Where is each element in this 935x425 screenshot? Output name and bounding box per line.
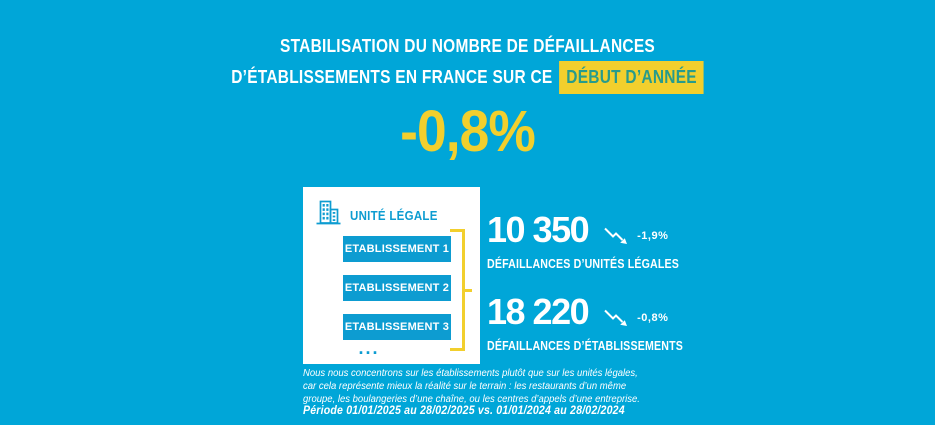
stat-value: 10 350 xyxy=(487,209,590,250)
trend-down-icon xyxy=(604,227,629,250)
stat-change: -1,9% xyxy=(637,230,669,242)
title-highlight: DÉBUT D’ANNÉE xyxy=(559,61,704,94)
stat-label: DÉFAILLANCES D’UNITÉS LÉGALES xyxy=(487,257,680,271)
group-bracket-tick xyxy=(462,288,472,292)
stat-value: 18 220 xyxy=(487,291,590,332)
stat-label: DÉFAILLANCES D’ÉTABLISSEMENTS xyxy=(487,339,684,353)
group-bracket xyxy=(450,229,472,351)
trend-down-icon xyxy=(604,309,629,332)
stat-row: 18 220 -0,8% xyxy=(487,294,718,330)
establishment-box-1: ETABLISSEMENT 1 xyxy=(343,236,451,262)
establishment-box-2: ETABLISSEMENT 2 xyxy=(343,275,451,301)
title-block: STABILISATION DU NOMBRE DE DÉFAILLANCES … xyxy=(0,32,935,94)
legal-unit-card: UNITÉ LÉGALE ETABLISSEMENT 1 ETABLISSEME… xyxy=(303,187,480,364)
period-text: Période 01/01/2025 au 28/02/2025 vs. 01/… xyxy=(303,405,625,417)
title-line-2: D’ÉTABLISSEMENTS EN FRANCE SUR CE DÉBUT D… xyxy=(65,61,869,94)
title-line-1: STABILISATION DU NOMBRE DE DÉFAILLANCES xyxy=(279,36,655,56)
headline-stat: -0,8% xyxy=(400,99,536,164)
stat-establishments: 18 220 -0,8% DÉFAILLANCES D’ÉTABLISSEMEN… xyxy=(487,294,718,354)
stat-legal-units: 10 350 -1,9% DÉFAILLANCES D’UNITÉS LÉGAL… xyxy=(487,212,713,272)
stat-row: 10 350 -1,9% xyxy=(487,212,713,248)
establishment-box-3: ETABLISSEMENT 3 xyxy=(343,314,451,340)
more-establishments-ellipsis: ... xyxy=(358,338,380,358)
card-header: UNITÉ LÉGALE xyxy=(315,199,468,232)
title-line-2-prefix: D’ÉTABLISSEMENTS EN FRANCE SUR CE xyxy=(231,67,553,87)
establishment-list: ETABLISSEMENT 1 ETABLISSEMENT 2 ETABLISS… xyxy=(343,236,451,340)
legal-unit-label: UNITÉ LÉGALE xyxy=(350,208,438,223)
building-icon xyxy=(315,199,342,232)
footnote-text: Nous nous concentrons sur les établissem… xyxy=(303,368,640,405)
stat-change: -0,8% xyxy=(637,312,669,324)
